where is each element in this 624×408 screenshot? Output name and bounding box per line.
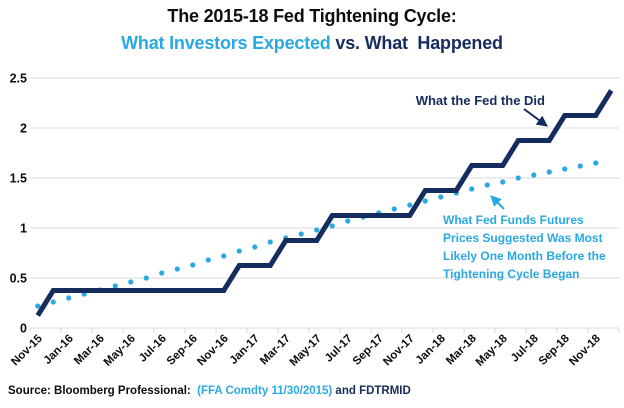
futures-dot — [143, 275, 149, 281]
futures-dot — [391, 206, 397, 212]
x-tick-label: Sep-17 — [351, 333, 386, 368]
fed-line — [35, 89, 614, 317]
futures-dot — [221, 253, 227, 259]
x-tick-label: May-16 — [102, 333, 138, 369]
futures-dot — [314, 227, 320, 233]
source-ffa-ticker: (FFA Comdty 11/30/2015) — [197, 385, 333, 397]
subtitle-happened-text: vs. What Happened — [330, 33, 503, 53]
x-tick-label: Mar-16 — [72, 333, 107, 368]
y-tick-label: 2 — [20, 122, 27, 136]
futures-dot — [50, 299, 56, 305]
futures-line-label: What Fed Funds Futures Prices Suggested … — [443, 213, 606, 281]
x-tick-label: Mar-18 — [444, 332, 479, 367]
futures-dot — [345, 218, 351, 224]
x-tick-label: Jan-16 — [42, 333, 76, 367]
y-tick-label: 1.5 — [10, 172, 27, 186]
y-tick-label: 1 — [20, 222, 27, 236]
y-tick-label: 0.5 — [10, 272, 27, 286]
subtitle-expected-text: What Investors Expected — [121, 33, 331, 53]
fed-label-arrow — [523, 108, 548, 127]
chart-subtitle: What Investors Expected vs. What Happene… — [0, 33, 624, 54]
x-tick-label: May-18 — [474, 332, 510, 368]
source-line: Source: Bloomberg Professional: (FFA Com… — [8, 385, 411, 397]
futures-dot — [593, 160, 599, 166]
futures-dot — [174, 266, 180, 272]
futures-dot — [469, 186, 475, 192]
x-tick-label: Mar-17 — [258, 333, 293, 368]
futures-dot — [298, 231, 304, 237]
futures-dot — [438, 194, 444, 200]
x-tick-label: Nov-17 — [381, 333, 417, 369]
futures-dot — [515, 175, 521, 181]
futures-dot — [35, 303, 41, 309]
x-tick-label: May-17 — [288, 333, 324, 369]
x-tick-label: Nov-18 — [567, 332, 603, 368]
y-tick-label: 2.5 — [10, 72, 27, 86]
futures-dot — [407, 202, 413, 208]
futures-dot — [159, 270, 165, 276]
y-tick-label: 0 — [20, 322, 27, 336]
futures-dot — [66, 295, 72, 301]
futures-dot — [422, 198, 428, 204]
futures-dot — [267, 239, 273, 245]
futures-dot — [546, 169, 552, 175]
futures-dot — [577, 163, 583, 169]
futures-dot — [562, 166, 568, 172]
futures-dot — [329, 223, 335, 229]
futures-dot — [252, 244, 258, 250]
futures-dot — [128, 279, 134, 285]
x-tick-label: Jan-17 — [228, 333, 262, 367]
futures-dot — [205, 257, 211, 263]
x-tick-label: Nov-16 — [195, 333, 231, 369]
x-tick-label: Sep-18 — [537, 332, 573, 368]
x-tick-label: Nov-15 — [9, 332, 45, 368]
futures-dot — [531, 172, 537, 178]
x-tick-label: Jan-18 — [414, 332, 449, 367]
x-tick-label: Sep-16 — [165, 333, 200, 368]
futures-dot — [236, 248, 242, 254]
chart-title: The 2015-18 Fed Tightening Cycle: — [167, 6, 457, 26]
fed-line-label: What the Fed the Did — [415, 93, 545, 108]
futures-dot — [112, 283, 118, 289]
futures-dot — [484, 182, 490, 188]
futures-label-arrow — [490, 195, 505, 210]
source-fdtrmid-ticker: and FDTRMID — [332, 385, 411, 397]
futures-dot — [190, 262, 196, 268]
source-prefix: Source: Bloomberg Professional: — [8, 385, 198, 397]
futures-dot — [500, 179, 506, 185]
